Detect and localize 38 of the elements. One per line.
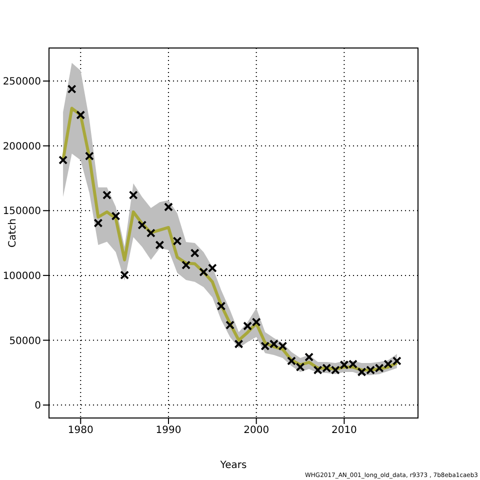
y-tick-label: 50000 [9, 336, 41, 347]
y-tick-label: 0 [34, 400, 41, 412]
point [296, 362, 305, 372]
point [146, 228, 156, 238]
point [286, 356, 296, 366]
x-tick-label: 1990 [156, 425, 182, 436]
point [128, 190, 138, 200]
point [76, 110, 86, 120]
point [304, 352, 314, 362]
point [208, 264, 217, 273]
x-axis-title: Years [219, 460, 247, 471]
point [243, 321, 252, 330]
point [234, 340, 244, 348]
y-tick-label: 200000 [2, 141, 41, 152]
y-tick-label: 100000 [2, 270, 41, 282]
x-tick-label: 2000 [244, 425, 270, 436]
point [102, 190, 112, 200]
point [94, 218, 103, 228]
y-axis-title: Catch [8, 218, 19, 248]
point [252, 318, 261, 327]
point [155, 240, 164, 250]
point [111, 212, 120, 221]
y-tick-label: 250000 [2, 76, 41, 88]
point [138, 220, 147, 230]
point [84, 152, 94, 161]
point [164, 202, 173, 212]
point [67, 84, 76, 94]
point [199, 268, 208, 277]
y-tick-label: 150000 [2, 206, 41, 218]
x-tick-label: 1980 [68, 425, 94, 436]
point [172, 236, 182, 246]
point [120, 270, 130, 280]
point [225, 320, 234, 330]
x-tick-label: 2010 [331, 425, 357, 436]
point [190, 248, 200, 258]
point [58, 156, 68, 165]
point [182, 260, 191, 270]
point [216, 302, 226, 311]
